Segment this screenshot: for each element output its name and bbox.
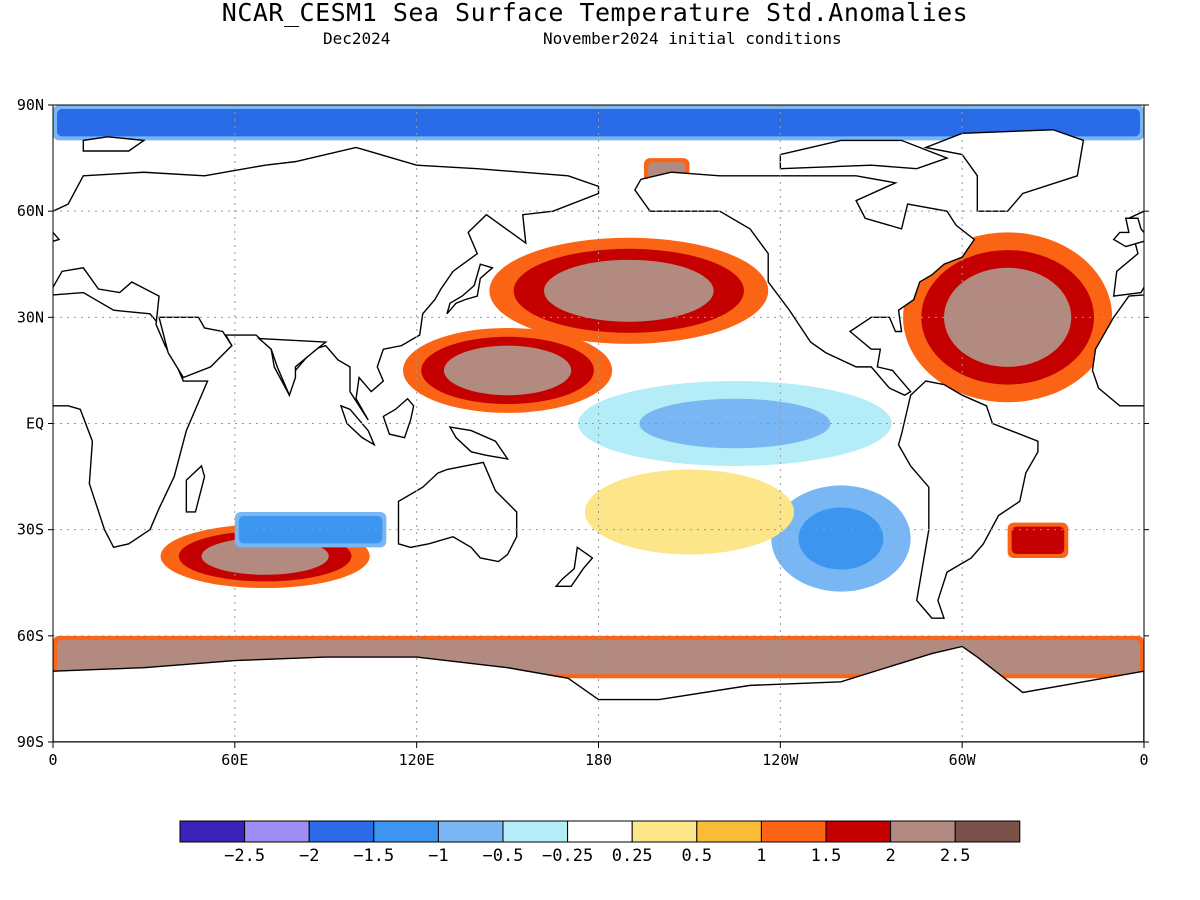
land-africa xyxy=(1091,294,1144,407)
colorbar-label: 2 xyxy=(885,846,895,866)
land-madagascar xyxy=(185,464,206,513)
colorbar-label: 1 xyxy=(756,846,766,866)
lon-tick-label: 60W xyxy=(949,751,977,769)
colorbar-label: 0.5 xyxy=(681,846,712,866)
colorbar: −2.5 −2 −1.5 −1 −0.5 −0.25 0.25 0.5 1 1.5 2 2.5 xyxy=(179,820,1021,866)
colorbar-label: 2.5 xyxy=(940,846,971,866)
anomaly-region xyxy=(639,398,831,449)
colorbar-label: −2.5 xyxy=(224,846,265,866)
anomaly-region xyxy=(57,109,1140,137)
colorbar-swatch xyxy=(954,820,1021,843)
anomaly-region xyxy=(443,345,572,396)
land-borneo xyxy=(382,397,415,439)
colorbar-swatch xyxy=(502,820,569,843)
colorbar-label: 1.5 xyxy=(811,846,842,866)
lat-tick-label: EQ xyxy=(26,415,44,433)
colorbar-swatch xyxy=(890,820,956,843)
land-africa xyxy=(53,291,209,549)
colorbar-swatch xyxy=(567,820,633,843)
colorbar-swatch xyxy=(437,820,504,843)
colorbar-label: 0.25 xyxy=(612,846,653,866)
lat-tick-label: 60S xyxy=(17,627,44,645)
anomaly-region xyxy=(238,515,383,544)
land-sumatra xyxy=(339,404,376,447)
land-arabia xyxy=(158,316,233,379)
colorbar-label: −1.5 xyxy=(353,846,394,866)
land-canadian-archipelago xyxy=(779,139,950,170)
anomaly-region xyxy=(1011,526,1065,554)
colorbar-swatch xyxy=(308,820,375,843)
colorbar-label: −1 xyxy=(428,846,448,866)
page-title: NCAR_CESM1 Sea Surface Temperature Std.A… xyxy=(221,0,969,27)
lon-tick-label: 180 xyxy=(585,751,612,769)
land-british-isles xyxy=(53,231,61,242)
land-australia xyxy=(397,461,518,563)
colorbar-label: −0.25 xyxy=(542,846,593,866)
land-new-zealand xyxy=(554,546,594,587)
land-british-isles xyxy=(1112,217,1144,248)
colorbar-swatch xyxy=(244,820,310,843)
initial-conditions-label: November2024 initial conditions xyxy=(543,29,842,48)
land-masses xyxy=(53,129,1144,742)
land-arctic-islands xyxy=(82,136,146,152)
land-greenland xyxy=(923,129,1085,212)
lat-tick-label: 60N xyxy=(17,202,44,220)
anomaly-fields xyxy=(53,105,1144,679)
lon-tick-label: 0 xyxy=(1139,751,1148,769)
forecast-month: Dec2024 xyxy=(323,29,391,48)
lon-tick-label: 60E xyxy=(221,751,248,769)
lon-tick-label: 0 xyxy=(48,751,57,769)
lat-tick-label: 30S xyxy=(17,521,44,539)
colorbar-swatch xyxy=(373,820,439,843)
colorbar-label: −0.5 xyxy=(483,846,524,866)
land-india xyxy=(257,337,328,398)
land-antarctica xyxy=(53,645,1144,742)
land-new-guinea xyxy=(448,426,510,460)
anomaly-region xyxy=(943,267,1072,367)
land-japan xyxy=(446,263,494,315)
grid-lines xyxy=(53,105,1144,742)
colorbar-swatch xyxy=(631,820,698,843)
land-north-america xyxy=(634,171,976,396)
lon-tick-label: 120W xyxy=(762,751,799,769)
land-south-america xyxy=(897,380,1039,619)
colorbar-label: −2 xyxy=(299,846,319,866)
lat-tick-label: 90S xyxy=(17,733,44,751)
lat-tick-label: 90N xyxy=(17,96,44,114)
colorbar-swatch xyxy=(179,820,246,843)
colorbar-swatch xyxy=(760,820,827,843)
anomaly-region xyxy=(798,507,884,570)
colorbar-swatch xyxy=(696,820,762,843)
anomaly-region xyxy=(625,487,754,537)
lat-tick-label: 30N xyxy=(17,308,44,326)
colorbar-swatch xyxy=(825,820,892,843)
land-antarctica xyxy=(1143,670,1144,742)
anomaly-region xyxy=(543,259,714,322)
lon-tick-label: 120E xyxy=(399,751,435,769)
